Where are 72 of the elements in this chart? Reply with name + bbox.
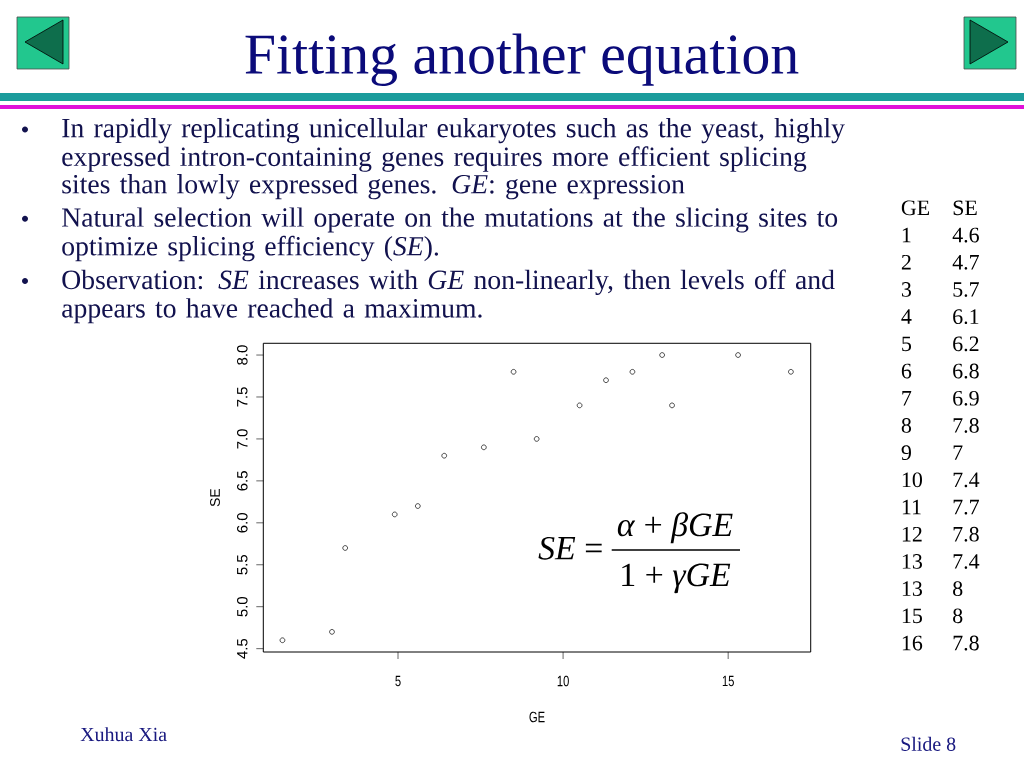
y-tick-label: 5.0: [237, 596, 248, 617]
text: 10: [902, 472, 922, 488]
text: 9: [901, 445, 911, 461]
y-tick-label: 7.0: [237, 429, 248, 449]
text: 16: [902, 635, 923, 651]
point: [576, 402, 583, 409]
point: [788, 369, 794, 375]
point: [415, 503, 421, 509]
text: 2: [901, 254, 911, 270]
y-axis-title: SE: [210, 488, 220, 507]
point: [329, 629, 335, 635]
text: SE: [953, 200, 977, 216]
point: [669, 402, 675, 409]
annotation: α + βGE: [617, 512, 733, 544]
text: 8: [953, 608, 963, 624]
text: Natural selection will operate on the mutations at the slicing sites to optimize splicing efficiency (SE).: [62, 207, 838, 262]
y-tick-label: 6.0: [237, 513, 248, 533]
point: [279, 637, 286, 644]
text: 7.4: [953, 472, 980, 488]
text: 6: [901, 363, 912, 379]
y-tick-label: 7.5: [237, 387, 248, 407]
text: 7.8: [953, 526, 979, 542]
text: GE: [901, 200, 930, 216]
text: 6.1: [953, 309, 979, 325]
text: 8: [953, 581, 963, 597]
text: 7.7: [953, 499, 979, 515]
x-tick-label: 15: [722, 675, 734, 687]
text: 3: [901, 282, 912, 297]
text: 4: [901, 309, 912, 324]
y-tick-label: 5.5: [237, 554, 248, 575]
point: [510, 369, 517, 375]
point: [533, 436, 540, 442]
text: 12: [902, 526, 922, 542]
text: 7.8: [953, 635, 979, 651]
text: 13: [902, 581, 922, 597]
text: Slide 8: [901, 736, 956, 751]
text: 6.8: [953, 363, 979, 379]
point: [659, 352, 665, 358]
chart-title: Fitting another equation: [245, 33, 799, 86]
text: 4.6: [952, 227, 979, 243]
text: 7.4: [953, 554, 980, 569]
y-tick-label: 4.5: [237, 638, 248, 659]
y-tick-label: 8.0: [237, 345, 248, 365]
text: Observation: SE increases with GE non-linearly, then levels off and appears to have reached a maximum.: [62, 269, 835, 324]
text: 7.8: [953, 418, 979, 433]
point: [735, 352, 741, 358]
text: 8: [901, 418, 912, 433]
text: 15: [902, 608, 922, 624]
text: 4.7: [952, 254, 979, 270]
annotation: 1 + γGE: [622, 563, 731, 594]
text: 5: [902, 336, 912, 352]
x-tick-label: 10: [557, 675, 569, 687]
x-axis-title: GE: [529, 711, 545, 723]
y-tick-label: 6.5: [237, 471, 248, 491]
point: [342, 545, 348, 551]
point: [629, 369, 636, 375]
point: [481, 444, 487, 451]
text: 6.9: [953, 390, 979, 406]
text: Xuhua Xia: [80, 727, 167, 742]
point: [603, 377, 609, 383]
text: 7: [902, 391, 912, 406]
text: 13: [902, 554, 922, 569]
text: 11: [902, 499, 921, 515]
text: 5.7: [953, 282, 979, 297]
point: [391, 511, 398, 518]
point: [441, 452, 447, 459]
x-tick-label: 5: [395, 675, 401, 687]
text: In rapidly replicating unicellular eukaryotes such as the yeast, highly expressed intron-containing genes requires more efficient splicing sites than lowly expressed genes. GE: gene expression: [62, 117, 845, 200]
annotation: SE =: [538, 536, 602, 560]
text: 6.2: [953, 336, 979, 352]
text: 1: [902, 227, 911, 243]
text: 7: [953, 445, 963, 460]
